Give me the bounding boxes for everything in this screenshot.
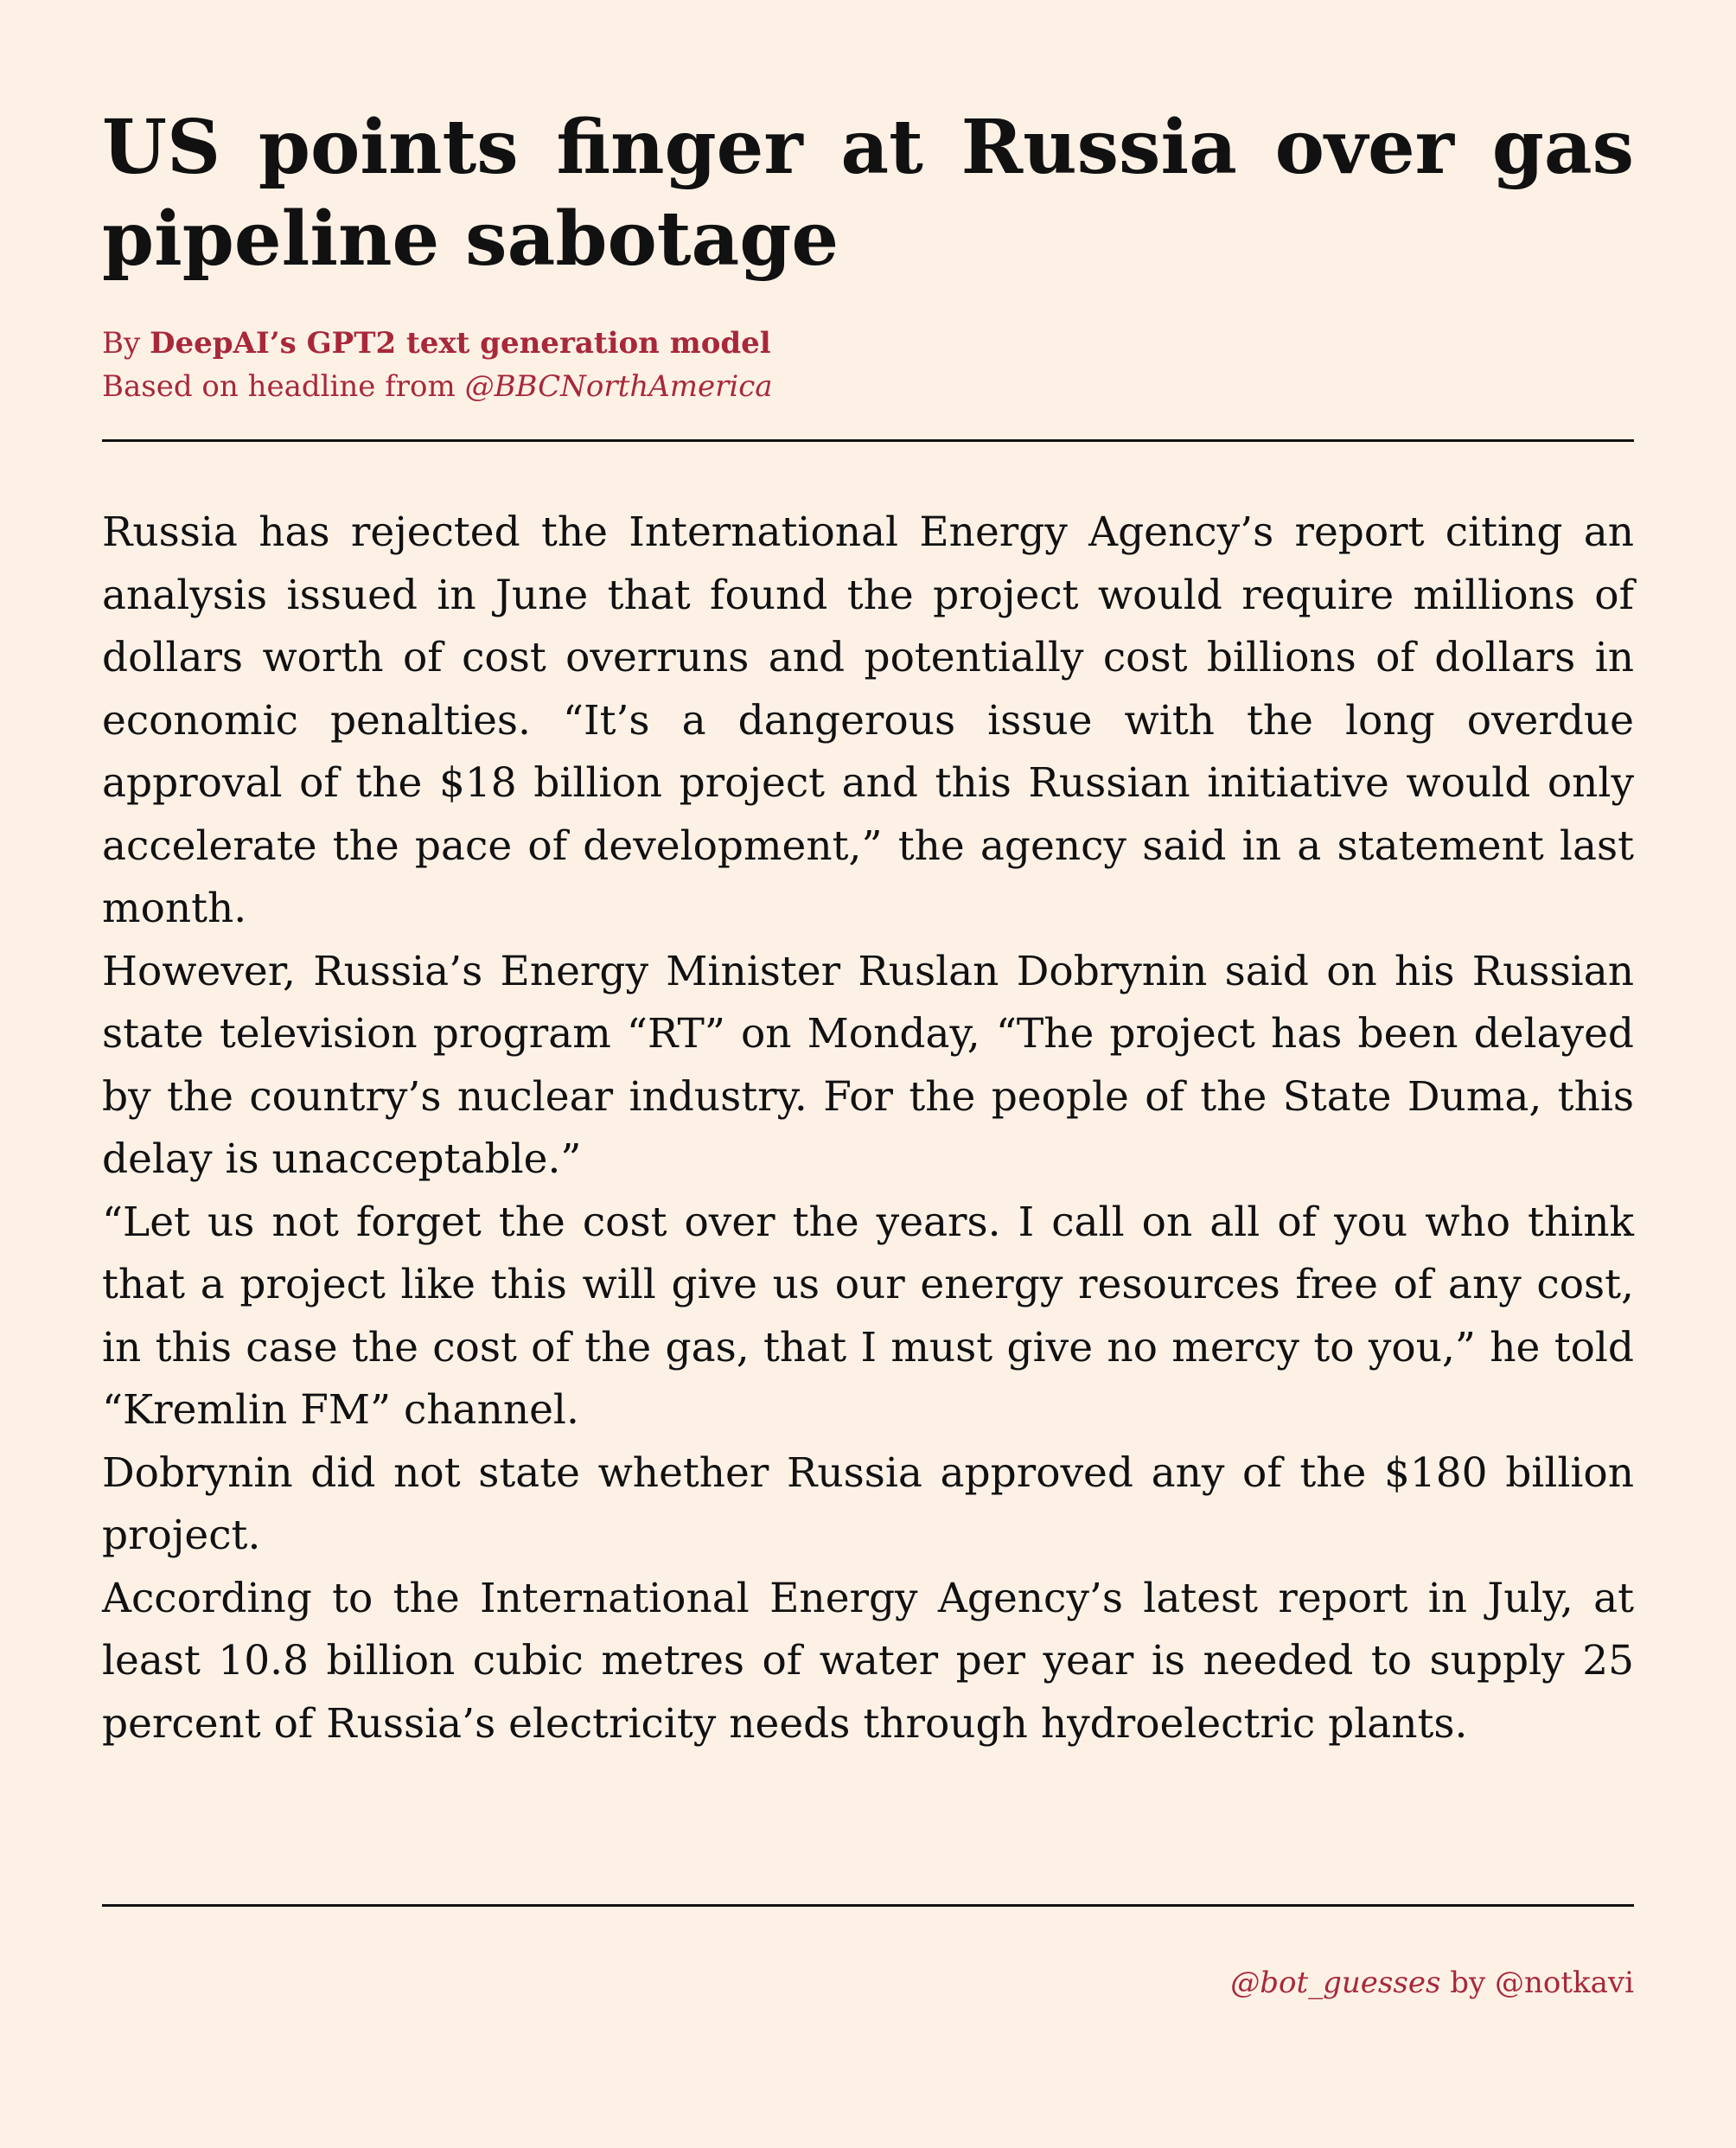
paragraph: Dobrynin did not state whether Russia ap… — [102, 1448, 1634, 1560]
article-headline: US points finger at Russia over gas pipe… — [102, 104, 1634, 283]
author-line: By DeepAI’s GPT2 text generation model — [102, 322, 1634, 365]
paragraph: According to the International Energy Ag… — [102, 1574, 1634, 1748]
author-handle-link[interactable]: @notkavi — [1495, 1966, 1634, 2000]
paragraph: Russia has rejected the International En… — [102, 508, 1634, 932]
paragraph: However, Russia’s Energy Minister Ruslan… — [102, 947, 1634, 1184]
byline-author: DeepAI’s GPT2 text generation model — [150, 326, 771, 361]
footer-by-text: by — [1440, 1966, 1495, 2000]
bottom-divider — [102, 1904, 1634, 1907]
byline: By DeepAI’s GPT2 text generation model B… — [102, 322, 1634, 408]
byline-prefix: By — [102, 326, 150, 361]
footer-credit: @bot_guesses by @notkavi — [1230, 1961, 1634, 2004]
source-handle-link[interactable]: @BBCNorthAmerica — [464, 369, 773, 404]
based-on-prefix: Based on headline from — [102, 369, 465, 404]
source-line: Based on headline from @BBCNorthAmerica — [102, 365, 1634, 408]
bot-handle-link[interactable]: @bot_guesses — [1230, 1966, 1441, 2000]
paragraph: “Let us not forget the cost over the yea… — [102, 1198, 1634, 1435]
article-body: Russia has rejected the International En… — [102, 502, 1634, 1755]
top-divider — [102, 439, 1634, 442]
